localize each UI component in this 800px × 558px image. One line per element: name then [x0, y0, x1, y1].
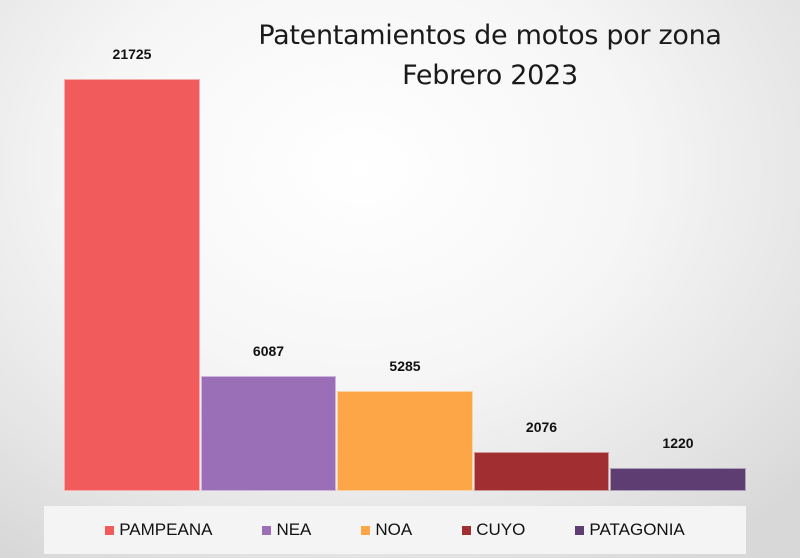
- bar-cuyo: [473, 451, 609, 491]
- legend-label: NEA: [276, 520, 312, 539]
- data-label: 21725: [112, 46, 152, 62]
- bar-noa: [337, 390, 473, 491]
- legend-label: PATAGONIA: [589, 520, 685, 539]
- legend-swatch-icon: [105, 525, 115, 535]
- legend-swatch-icon: [462, 525, 472, 535]
- legend-item-noa: NOA: [361, 520, 412, 540]
- legend-label: CUYO: [476, 520, 526, 539]
- legend-item-patagonia: PATAGONIA: [575, 520, 685, 540]
- data-label: 6087: [252, 342, 285, 359]
- legend-item-pampeana: PAMPEANA: [105, 520, 212, 540]
- data-label: 5285: [389, 357, 421, 374]
- legend-label: NOA: [375, 520, 413, 539]
- data-label: 1220: [662, 434, 694, 451]
- legend-item-cuyo: CUYO: [462, 520, 525, 540]
- legend-swatch-icon: [361, 525, 371, 535]
- legend-swatch-icon: [262, 525, 272, 535]
- chart-title: Patentamientos de motos por zona Febrero…: [180, 16, 800, 96]
- bar-patagonia: [610, 467, 746, 491]
- legend-swatch-icon: [575, 525, 585, 535]
- bar-nea: [200, 375, 336, 491]
- legend-label: PAMPEANA: [119, 520, 213, 539]
- legend-item-nea: NEA: [262, 520, 311, 540]
- bar-pampeana: [64, 79, 200, 491]
- data-label: 2076: [525, 418, 558, 435]
- chart-title-line1: Patentamientos de motos por zona: [258, 20, 722, 51]
- legend: PAMPEANA NEA NOA CUYO PATAGONIA: [44, 506, 746, 554]
- chart-title-line2: Febrero 2023: [402, 60, 578, 91]
